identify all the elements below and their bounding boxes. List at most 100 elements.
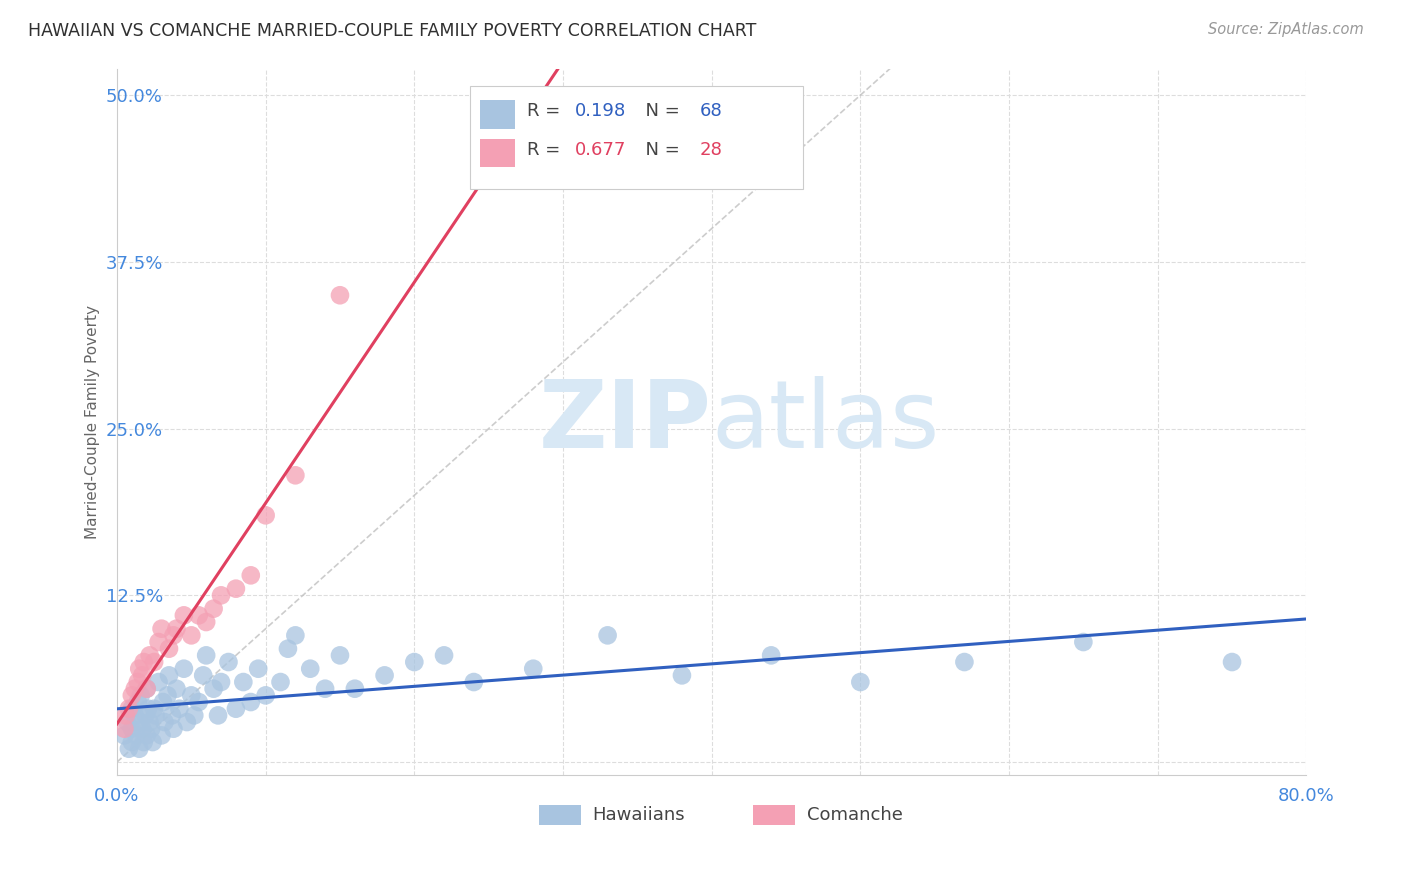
Point bbox=[121, 702, 143, 716]
Point bbox=[157, 668, 180, 682]
Point bbox=[127, 675, 149, 690]
Point bbox=[121, 722, 143, 736]
Point bbox=[162, 628, 184, 642]
Point bbox=[136, 702, 159, 716]
Text: Hawaiians: Hawaiians bbox=[593, 806, 685, 824]
Point bbox=[128, 741, 150, 756]
Point bbox=[153, 714, 176, 729]
Point bbox=[125, 728, 148, 742]
Point bbox=[131, 668, 153, 682]
Point bbox=[329, 288, 352, 302]
Point bbox=[165, 681, 187, 696]
Text: Source: ZipAtlas.com: Source: ZipAtlas.com bbox=[1208, 22, 1364, 37]
Point bbox=[202, 681, 225, 696]
Point bbox=[157, 641, 180, 656]
Text: atlas: atlas bbox=[711, 376, 941, 468]
Point bbox=[239, 695, 262, 709]
Point bbox=[165, 622, 187, 636]
Point bbox=[134, 708, 156, 723]
Point bbox=[183, 708, 205, 723]
Point bbox=[209, 675, 232, 690]
Point bbox=[129, 689, 152, 703]
Point bbox=[141, 722, 163, 736]
Point bbox=[180, 689, 202, 703]
Point bbox=[145, 708, 167, 723]
Point bbox=[143, 655, 166, 669]
Point bbox=[195, 648, 218, 663]
Text: R =: R = bbox=[527, 141, 567, 159]
Point bbox=[1073, 635, 1095, 649]
Point bbox=[135, 681, 157, 696]
Point bbox=[169, 702, 191, 716]
Point bbox=[173, 608, 195, 623]
Point bbox=[138, 648, 160, 663]
Text: N =: N = bbox=[634, 141, 686, 159]
Point bbox=[596, 628, 619, 642]
Point bbox=[193, 668, 215, 682]
Point bbox=[404, 655, 426, 669]
Point bbox=[132, 655, 155, 669]
Point bbox=[150, 728, 173, 742]
Point bbox=[121, 689, 143, 703]
Point bbox=[131, 722, 153, 736]
Point bbox=[180, 628, 202, 642]
Point bbox=[522, 662, 544, 676]
Text: HAWAIIAN VS COMANCHE MARRIED-COUPLE FAMILY POVERTY CORRELATION CHART: HAWAIIAN VS COMANCHE MARRIED-COUPLE FAMI… bbox=[28, 22, 756, 40]
Point bbox=[254, 508, 277, 523]
Point bbox=[156, 689, 179, 703]
Point bbox=[433, 648, 456, 663]
Point bbox=[247, 662, 270, 676]
Point bbox=[671, 668, 693, 682]
Point bbox=[1220, 655, 1243, 669]
Point bbox=[463, 675, 485, 690]
Point bbox=[217, 655, 239, 669]
Point bbox=[115, 708, 138, 723]
Text: 68: 68 bbox=[700, 102, 723, 120]
Point bbox=[124, 681, 146, 696]
Point bbox=[135, 681, 157, 696]
Point bbox=[232, 675, 254, 690]
Point bbox=[329, 648, 352, 663]
Point bbox=[176, 714, 198, 729]
Point bbox=[207, 708, 229, 723]
Point bbox=[209, 588, 232, 602]
Point bbox=[239, 568, 262, 582]
Text: N =: N = bbox=[634, 102, 686, 120]
Point bbox=[143, 702, 166, 716]
Point bbox=[128, 714, 150, 729]
Point bbox=[284, 468, 307, 483]
FancyBboxPatch shape bbox=[479, 100, 516, 128]
Point bbox=[225, 582, 247, 596]
Text: R =: R = bbox=[527, 102, 567, 120]
Point bbox=[953, 655, 976, 669]
Point bbox=[150, 622, 173, 636]
Point bbox=[117, 714, 139, 729]
Point bbox=[127, 695, 149, 709]
Point bbox=[187, 608, 209, 623]
Point bbox=[284, 628, 307, 642]
Text: Comanche: Comanche bbox=[807, 806, 903, 824]
Text: 28: 28 bbox=[700, 141, 723, 159]
Text: 0.677: 0.677 bbox=[575, 141, 626, 159]
Point bbox=[121, 735, 143, 749]
Point bbox=[124, 708, 146, 723]
Point bbox=[187, 695, 209, 709]
Point bbox=[270, 675, 292, 690]
Point bbox=[162, 722, 184, 736]
Point bbox=[314, 681, 336, 696]
Text: 0.198: 0.198 bbox=[575, 102, 626, 120]
Point bbox=[128, 662, 150, 676]
Point bbox=[135, 728, 157, 742]
Point bbox=[202, 601, 225, 615]
Point bbox=[142, 735, 165, 749]
Point bbox=[152, 695, 174, 709]
Point bbox=[138, 714, 160, 729]
Point bbox=[343, 681, 366, 696]
Point bbox=[112, 728, 135, 742]
Point bbox=[225, 702, 247, 716]
Point bbox=[374, 668, 396, 682]
Text: ZIP: ZIP bbox=[538, 376, 711, 468]
Point bbox=[118, 702, 141, 716]
Point bbox=[160, 708, 183, 723]
Point bbox=[759, 648, 782, 663]
